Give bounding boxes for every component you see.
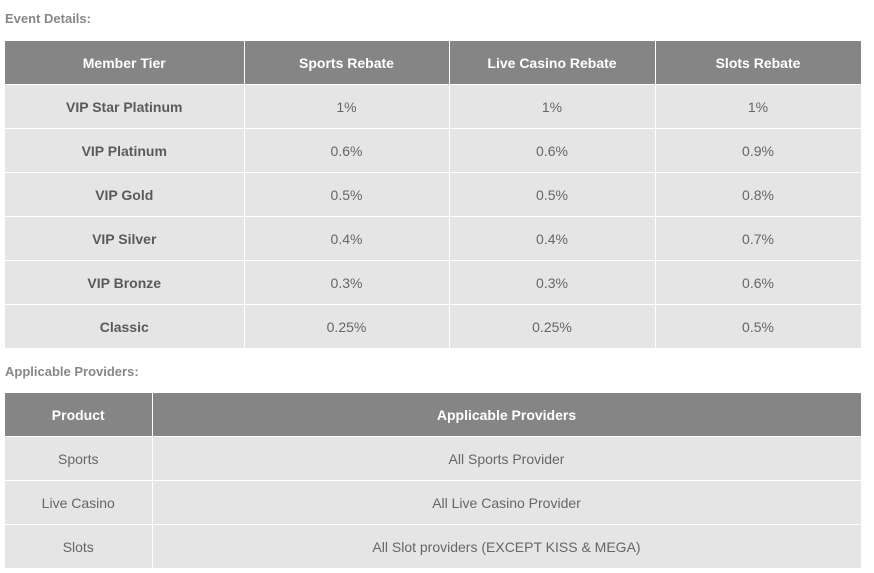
- table-cell: 0.4%: [448, 216, 656, 261]
- table-cell: VIP Star Platinum: [5, 84, 245, 129]
- table-cell: 0.9%: [654, 128, 862, 173]
- table-cell: Slots: [5, 524, 153, 569]
- table-cell: 0.6%: [243, 128, 450, 173]
- table-cell: VIP Gold: [5, 172, 245, 217]
- table-row: Classic 0.25% 0.25% 0.5%: [5, 304, 862, 349]
- table-cell: 0.25%: [243, 304, 450, 349]
- providers-heading: Applicable Providers:: [5, 364, 139, 379]
- column-header: Sports Rebate: [243, 41, 450, 85]
- table-cell: 1%: [448, 84, 656, 129]
- providers-table: Product Applicable Providers Sports All Sp…: [5, 393, 862, 569]
- table-cell: Live Casino: [5, 480, 153, 525]
- table-cell: VIP Platinum: [5, 128, 245, 173]
- table-cell: 1%: [654, 84, 862, 129]
- table-row: Sports All Sports Provider: [5, 436, 862, 481]
- table-cell: 0.6%: [448, 128, 656, 173]
- column-header: Applicable Providers: [151, 393, 862, 437]
- table-cell: 0.5%: [654, 304, 862, 349]
- column-header: Product: [5, 393, 153, 437]
- table-row: VIP Platinum 0.6% 0.6% 0.9%: [5, 128, 862, 173]
- table-row: Slots All Slot providers (EXCEPT KISS & M…: [5, 524, 862, 569]
- table-cell: 0.7%: [654, 216, 862, 261]
- table-cell: Classic: [5, 304, 245, 349]
- table-cell: VIP Silver: [5, 216, 245, 261]
- table-row: VIP Star Platinum 1% 1% 1%: [5, 84, 862, 129]
- rebate-table: Member Tier Sports Rebate Live Casino Reba…: [5, 41, 862, 349]
- table-cell: 0.5%: [448, 172, 656, 217]
- event-details-heading: Event Details:: [5, 11, 91, 26]
- table-cell: VIP Bronze: [5, 260, 245, 305]
- table-row: VIP Silver 0.4% 0.4% 0.7%: [5, 216, 862, 261]
- table-cell: 0.3%: [243, 260, 450, 305]
- table-cell: 0.6%: [654, 260, 862, 305]
- table-cell: 0.25%: [448, 304, 656, 349]
- column-header: Live Casino Rebate: [448, 41, 656, 85]
- column-header: Slots Rebate: [654, 41, 862, 85]
- column-header: Member Tier: [5, 41, 245, 85]
- table-cell: All Slot providers (EXCEPT KISS & MEGA): [151, 524, 862, 569]
- table-cell: 0.8%: [654, 172, 862, 217]
- table-cell: All Live Casino Provider: [151, 480, 862, 525]
- table-cell: Sports: [5, 436, 153, 481]
- table-cell: All Sports Provider: [151, 436, 862, 481]
- table-row: Live Casino All Live Casino Provider: [5, 480, 862, 525]
- table-row: VIP Bronze 0.3% 0.3% 0.6%: [5, 260, 862, 305]
- table-cell: 0.5%: [243, 172, 450, 217]
- table-row: VIP Gold 0.5% 0.5% 0.8%: [5, 172, 862, 217]
- table-cell: 1%: [243, 84, 450, 129]
- table-cell: 0.4%: [243, 216, 450, 261]
- table-cell: 0.3%: [448, 260, 656, 305]
